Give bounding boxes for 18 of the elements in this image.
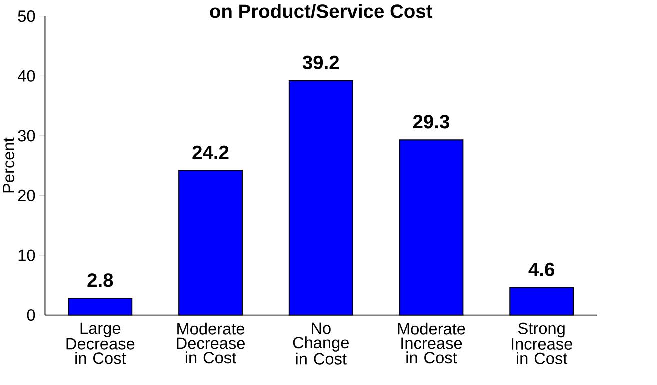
x-tick-label: No Change in Cost <box>293 323 350 366</box>
y-tick-label: 0 <box>27 310 36 322</box>
chart-title: on Product/Service Cost <box>210 4 433 19</box>
x-tick-label: Moderate Decrease in Cost <box>177 323 246 364</box>
y-tick-label: 20 <box>18 190 36 202</box>
x-tick-label: Large Decrease in Cost <box>66 323 135 364</box>
y-tick-label: 10 <box>18 250 36 262</box>
data-label: 29.3 <box>413 115 450 129</box>
data-label: 4.6 <box>528 263 555 277</box>
x-tick-label: Strong Increase in Cost <box>512 323 572 365</box>
x-tick-label: Moderate Increase in Cost <box>398 323 466 364</box>
data-label: 2.8 <box>88 274 114 288</box>
data-label: 24.2 <box>192 146 229 160</box>
y-tick-label: 40 <box>18 70 36 82</box>
y-tick-label: 50 <box>18 10 36 22</box>
data-label: 39.2 <box>302 56 340 70</box>
y-tick-label: 30 <box>18 130 36 142</box>
y-axis-title: Percent <box>3 138 15 193</box>
